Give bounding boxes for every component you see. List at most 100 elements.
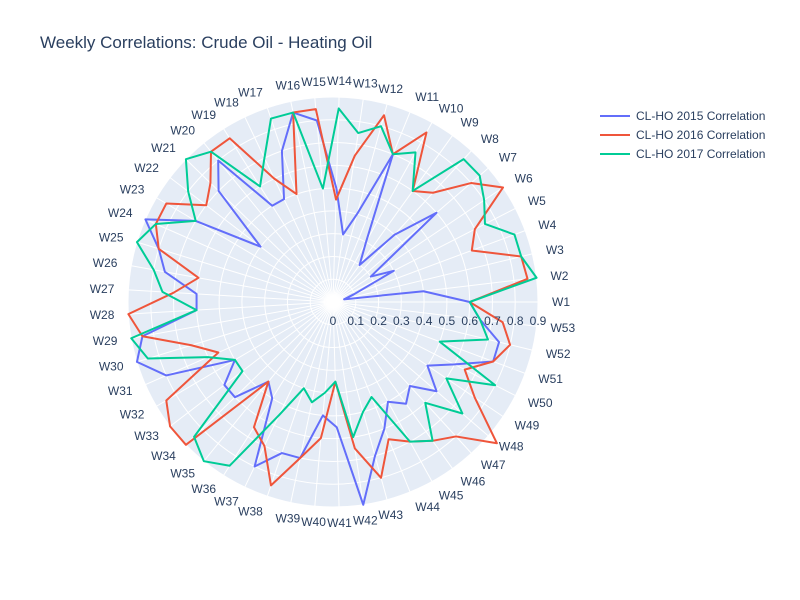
angular-tick-label: W21 [151, 141, 176, 155]
polar-grid [127, 96, 539, 508]
angular-gridline [332, 167, 489, 303]
angular-gridline [136, 301, 334, 363]
radial-tick-label: 0.8 [507, 314, 524, 328]
angular-tick-label: W23 [120, 183, 145, 197]
angular-gridline [145, 301, 334, 386]
radial-tick-label: 0.5 [439, 314, 456, 328]
angular-tick-label: W37 [214, 495, 239, 509]
angular-gridline [332, 135, 453, 303]
angular-tick-label: W13 [353, 76, 378, 90]
angular-tick-label: W4 [538, 218, 556, 232]
angular-tick-label: W39 [276, 511, 301, 525]
angular-tick-label: W31 [108, 384, 133, 398]
angular-gridline [169, 177, 334, 303]
angular-tick-label: W19 [191, 108, 216, 122]
angular-gridline [266, 107, 334, 303]
angular-gridline [203, 142, 334, 303]
legend-label-1: CL-HO 2016 Correlation [636, 127, 766, 142]
angular-tick-label: W35 [170, 467, 195, 481]
angular-tick-label: W48 [499, 439, 524, 453]
angular-gridline [145, 218, 334, 303]
angular-tick-label: W44 [415, 500, 440, 514]
angular-tick-label: W17 [238, 86, 263, 100]
angular-tick-label: W49 [515, 418, 540, 432]
radial-gridline [264, 233, 402, 371]
angular-gridline [332, 301, 388, 500]
legend-label-0: CL-HO 2015 Correlation [636, 108, 766, 123]
angular-gridline [223, 128, 334, 303]
angular-gridline [169, 301, 334, 427]
radial-tick-label: 0 [330, 314, 337, 328]
angular-tick-label: W40 [301, 515, 326, 529]
angular-gridline [332, 230, 526, 303]
radial-tick-label: 0.7 [484, 314, 501, 328]
angular-tick-label: W43 [378, 508, 403, 522]
radial-gridline [150, 119, 516, 485]
chart-title: Weekly Correlations: Crude Oil - Heating… [40, 33, 373, 52]
angular-tick-label: W3 [546, 243, 564, 257]
angular-gridline [244, 116, 334, 303]
radial-tick-label: 0.9 [530, 314, 547, 328]
angular-tick-label: W33 [134, 429, 159, 443]
angular-tick-label: W1 [552, 295, 570, 309]
angular-tick-label: W45 [439, 489, 464, 503]
angular-tick-label: W25 [99, 230, 124, 244]
angular-tick-label: W29 [93, 334, 118, 348]
legend-item-1[interactable]: CL-HO 2016 Correlation [600, 125, 765, 144]
angular-tick-label: W46 [461, 475, 486, 489]
legend-item-0[interactable]: CL-HO 2015 Correlation [600, 106, 765, 125]
radial-tick-label: 0.2 [370, 314, 387, 328]
legend-swatch-0 [600, 114, 630, 117]
angular-gridline [128, 301, 334, 315]
angular-tick-label: W18 [214, 95, 239, 109]
radial-tick-label: 0.6 [461, 314, 478, 328]
radial-tick-label: 0.1 [347, 314, 364, 328]
angular-tick-label: W41 [327, 516, 352, 530]
angular-tick-label: W15 [301, 75, 326, 89]
series-layer [127, 107, 538, 506]
angular-gridline [332, 301, 472, 454]
angular-tick-label: W30 [99, 360, 124, 374]
legend: CL-HO 2015 Correlation CL-HO 2016 Correl… [600, 106, 765, 163]
angular-tick-label: W47 [481, 458, 506, 472]
angular-gridline [314, 301, 334, 507]
angular-gridline [131, 301, 334, 339]
angular-tick-label: W10 [439, 101, 464, 115]
angular-tick-label: W9 [461, 115, 479, 129]
angular-gridline [156, 301, 334, 407]
angular-gridline [223, 301, 334, 476]
series-line-0[interactable] [135, 111, 501, 506]
angular-tick-label: W38 [238, 504, 263, 518]
radial-tick-label: 0.3 [393, 314, 410, 328]
angular-tick-label: W26 [93, 256, 118, 270]
angular-tick-label: W20 [170, 123, 195, 137]
radial-gridline [286, 255, 380, 349]
angular-tick-label: W42 [353, 514, 378, 528]
angular-tick-label: W8 [481, 132, 499, 146]
angular-gridline [266, 301, 334, 497]
angular-gridline [314, 97, 334, 303]
angular-gridline [332, 253, 533, 303]
angular-gridline [332, 301, 340, 507]
legend-item-2[interactable]: CL-HO 2017 Correlation [600, 144, 765, 163]
radial-tick-label: 0.4 [416, 314, 433, 328]
angular-tick-label: W2 [550, 269, 568, 283]
angular-gridline [136, 241, 334, 303]
angular-gridline [290, 101, 334, 303]
angular-gridline [185, 301, 334, 446]
angular-gridline [332, 104, 388, 303]
angular-tick-label: W51 [538, 372, 563, 386]
angular-gridline [332, 301, 516, 397]
series-line-2[interactable] [130, 107, 538, 467]
angular-tick-label: W36 [191, 482, 216, 496]
angular-tick-label: W6 [515, 172, 533, 186]
angular-tick-label: W50 [528, 396, 553, 410]
angular-tick-label: W52 [546, 347, 571, 361]
angular-tick-label: W32 [120, 407, 145, 421]
angular-tick-label: W34 [151, 449, 176, 463]
angular-tick-label: W28 [90, 308, 115, 322]
radial-gridline [309, 278, 357, 326]
angular-tick-label: W12 [378, 82, 403, 96]
angular-gridline [244, 301, 334, 488]
legend-swatch-1 [600, 133, 630, 136]
